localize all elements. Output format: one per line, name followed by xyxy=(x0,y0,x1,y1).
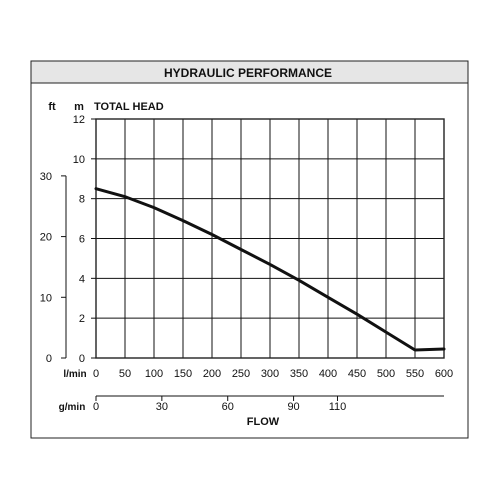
grid xyxy=(95,118,445,359)
chart-panel xyxy=(30,60,469,439)
x-tick-label-lmin: 100 xyxy=(145,368,163,380)
y-tick-label-m: 2 xyxy=(79,313,85,325)
y-tick-label-ft: 0 xyxy=(46,353,52,365)
x-tick-label-lmin: 0 xyxy=(93,368,99,380)
x-tick-label-lmin: 550 xyxy=(406,368,424,380)
y-tick-label-ft: 10 xyxy=(40,292,52,304)
x-tick-label-gmin: 30 xyxy=(156,401,168,413)
x-tick-label-lmin: 200 xyxy=(203,368,221,380)
chart-title: HYDRAULIC PERFORMANCE xyxy=(164,66,332,80)
x-tick-label-lmin: 150 xyxy=(174,368,192,380)
x-tick-label-lmin: 600 xyxy=(435,368,453,380)
x-tick-label-gmin: 0 xyxy=(93,401,99,413)
x-tick-label-lmin: 500 xyxy=(377,368,395,380)
y-tick-label-m: 4 xyxy=(79,273,85,285)
y-tick-label-m: 8 xyxy=(79,194,85,206)
x-tick-label-gmin: 60 xyxy=(222,401,234,413)
x-tick-label-lmin: 250 xyxy=(232,368,250,380)
x-tick-label-lmin: 450 xyxy=(348,368,366,380)
x-tick-label-lmin: 300 xyxy=(261,368,279,380)
y-tick-label-ft: 30 xyxy=(40,171,52,183)
x-tick-label-lmin: 400 xyxy=(319,368,337,380)
performance-curve-layer xyxy=(94,187,446,352)
y-tick-label-m: 12 xyxy=(73,114,85,126)
axis-unit-ft: ft xyxy=(48,101,56,113)
y-axis-title: TOTAL HEAD xyxy=(94,101,164,113)
x-tick-label-lmin: 350 xyxy=(290,368,308,380)
y-tick-label-m: 10 xyxy=(73,154,85,166)
x-axis-unit-gmin: g/min xyxy=(59,402,86,413)
axis-unit-m: m xyxy=(74,101,84,113)
y-tick-label-m: 6 xyxy=(79,234,85,246)
x-tick-label-gmin: 90 xyxy=(287,401,299,413)
x-axis-title: FLOW xyxy=(247,416,280,428)
y-tick-label-m: 0 xyxy=(79,353,85,365)
x-tick-label-gmin: 110 xyxy=(329,401,347,413)
x-axis-unit-lmin: l/min xyxy=(63,369,86,380)
title-bar xyxy=(30,60,469,84)
x-tick-label-lmin: 50 xyxy=(119,368,131,380)
y-tick-label-ft: 20 xyxy=(40,232,52,244)
